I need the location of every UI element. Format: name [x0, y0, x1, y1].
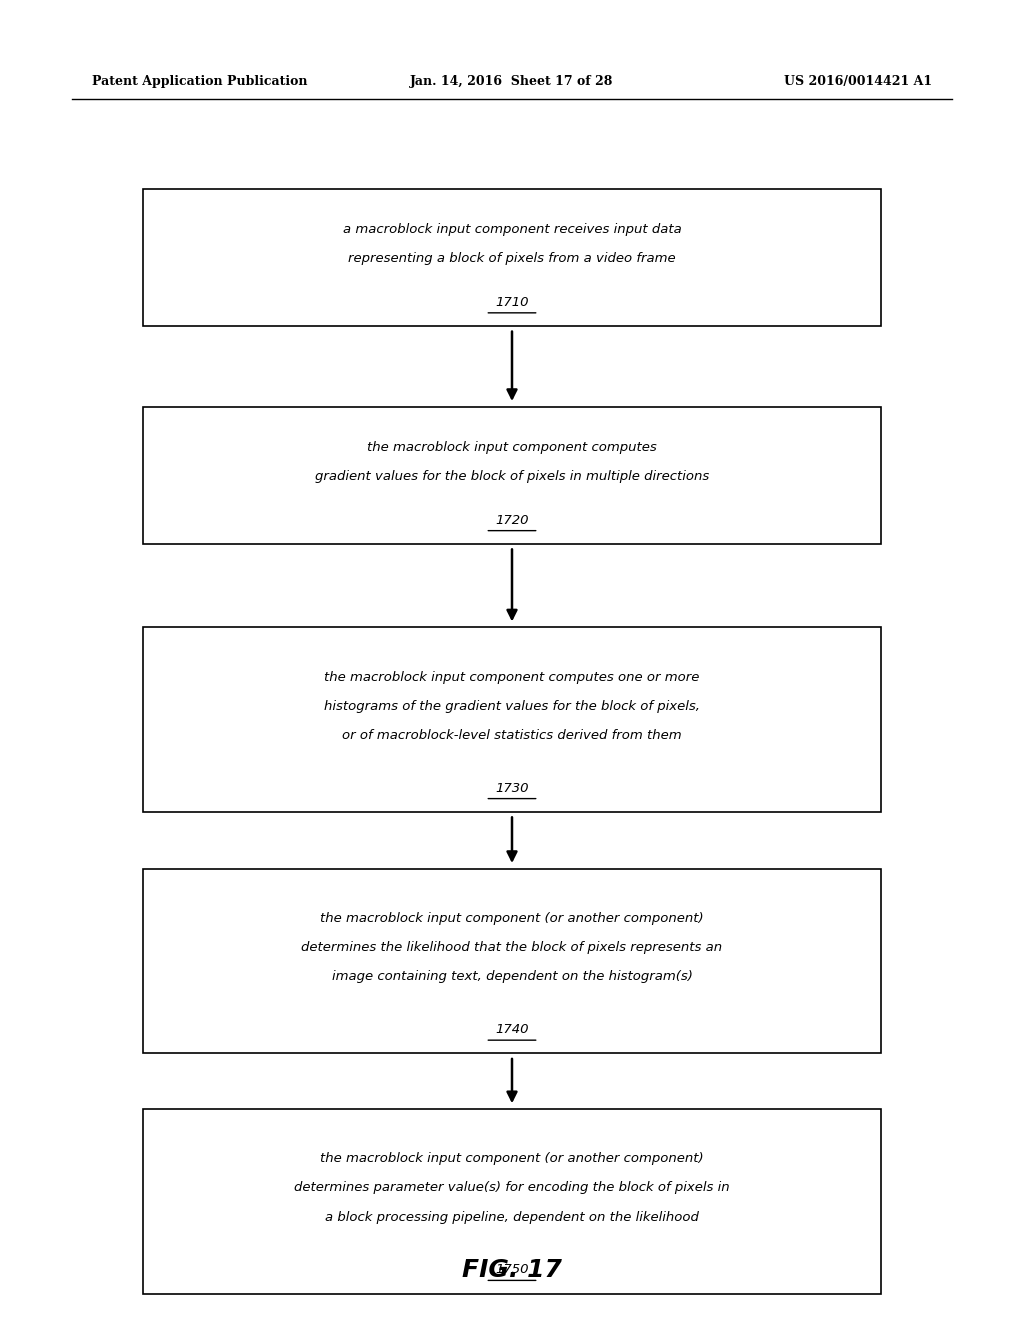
Text: 1720: 1720: [496, 513, 528, 527]
Text: determines parameter value(s) for encoding the block of pixels in: determines parameter value(s) for encodi…: [294, 1181, 730, 1195]
Text: Patent Application Publication: Patent Application Publication: [92, 75, 307, 88]
Text: the macroblock input component (or another component): the macroblock input component (or anoth…: [321, 912, 703, 925]
FancyBboxPatch shape: [143, 1109, 881, 1294]
FancyBboxPatch shape: [143, 627, 881, 812]
Text: Jan. 14, 2016  Sheet 17 of 28: Jan. 14, 2016 Sheet 17 of 28: [411, 75, 613, 88]
Text: image containing text, dependent on the histogram(s): image containing text, dependent on the …: [332, 970, 692, 983]
Text: or of macroblock-level statistics derived from them: or of macroblock-level statistics derive…: [342, 729, 682, 742]
Text: histograms of the gradient values for the block of pixels,: histograms of the gradient values for th…: [324, 700, 700, 713]
Text: gradient values for the block of pixels in multiple directions: gradient values for the block of pixels …: [314, 470, 710, 483]
Text: FIG. 17: FIG. 17: [462, 1258, 562, 1282]
Text: 1750: 1750: [496, 1263, 528, 1276]
Text: 1740: 1740: [496, 1023, 528, 1036]
FancyBboxPatch shape: [143, 189, 881, 326]
Text: the macroblock input component (or another component): the macroblock input component (or anoth…: [321, 1152, 703, 1166]
Text: the macroblock input component computes one or more: the macroblock input component computes …: [325, 671, 699, 684]
FancyBboxPatch shape: [143, 869, 881, 1053]
Text: US 2016/0014421 A1: US 2016/0014421 A1: [783, 75, 932, 88]
FancyBboxPatch shape: [143, 407, 881, 544]
Text: 1730: 1730: [496, 781, 528, 795]
Text: a block processing pipeline, dependent on the likelihood: a block processing pipeline, dependent o…: [325, 1210, 699, 1224]
Text: representing a block of pixels from a video frame: representing a block of pixels from a vi…: [348, 252, 676, 265]
Text: determines the likelihood that the block of pixels represents an: determines the likelihood that the block…: [301, 941, 723, 954]
Text: a macroblock input component receives input data: a macroblock input component receives in…: [343, 223, 681, 236]
Text: 1710: 1710: [496, 296, 528, 309]
Text: the macroblock input component computes: the macroblock input component computes: [368, 441, 656, 454]
